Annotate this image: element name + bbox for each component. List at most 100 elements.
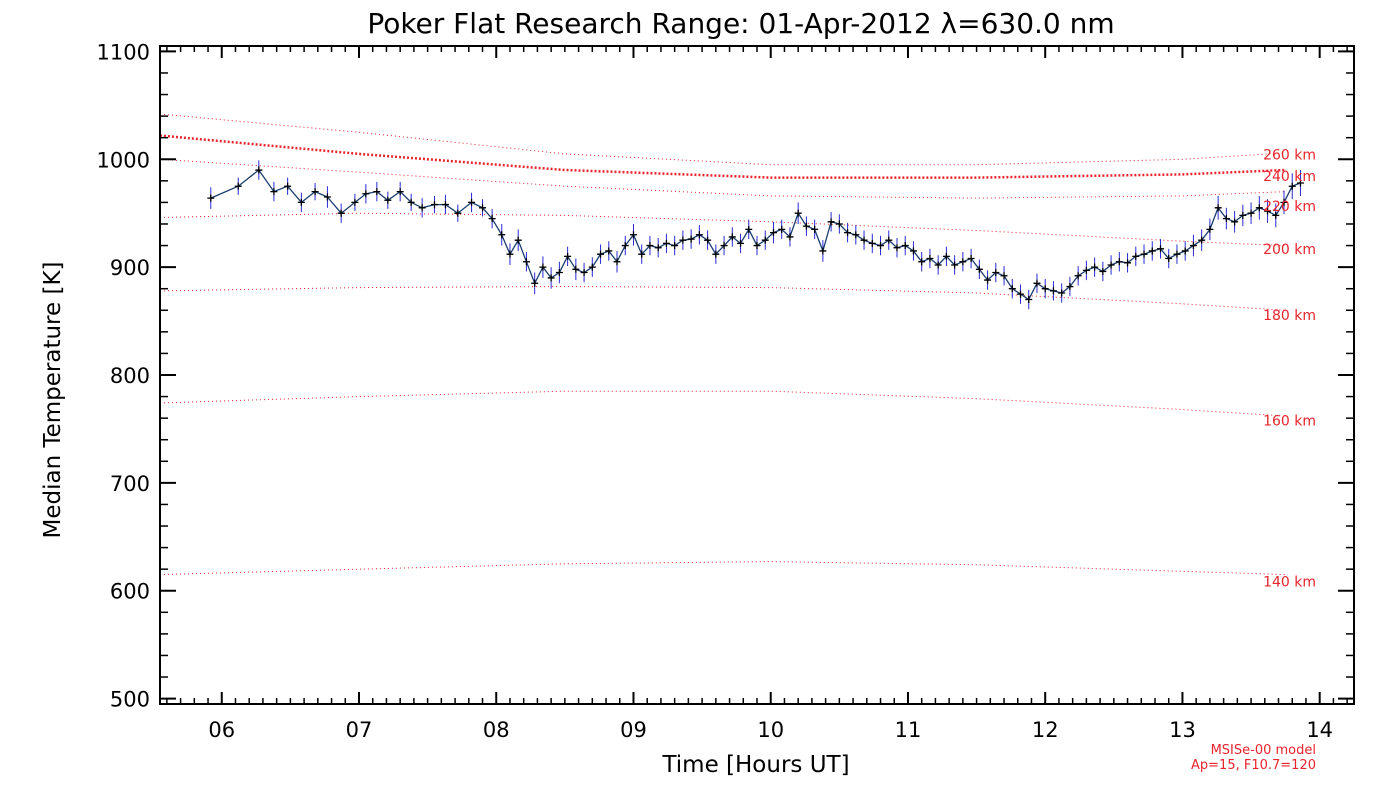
- axis-ticks: 06 07 08 09 10 11 12 13 14 500 600 700 800 900 1000 110…: [97, 40, 1354, 742]
- data-point: [835, 220, 843, 228]
- model-curve-180km: [159, 285, 1286, 311]
- x-tick-label: 12: [1032, 718, 1059, 742]
- data-point: [885, 236, 893, 244]
- data-point: [207, 194, 215, 202]
- data-point: [488, 215, 496, 223]
- data-point: [1115, 258, 1123, 266]
- data-point: [311, 188, 319, 196]
- data-point: [468, 198, 476, 206]
- data-point: [918, 258, 926, 266]
- model-label-220km: 220 km: [1263, 199, 1316, 215]
- data-point: [1107, 261, 1115, 269]
- data-point: [951, 261, 959, 269]
- data-point: [860, 236, 868, 244]
- y-tick-label: 1000: [97, 148, 150, 172]
- data-point: [1074, 272, 1082, 280]
- data-point: [564, 252, 572, 260]
- data-point: [580, 269, 588, 277]
- data-point: [621, 242, 629, 250]
- data-point: [901, 242, 909, 250]
- data-point: [975, 265, 983, 273]
- data-point: [654, 244, 662, 252]
- data-point: [1156, 245, 1164, 253]
- data-point: [1017, 290, 1024, 298]
- data-point: [441, 201, 449, 209]
- data-point: [1033, 279, 1041, 287]
- data-point: [605, 247, 613, 255]
- data-point: [687, 235, 695, 243]
- data-point: [362, 190, 370, 198]
- data-point: [629, 231, 637, 239]
- x-tick-label: 10: [757, 718, 784, 742]
- model-note-line2: Ap=15, F10.7=120: [1191, 758, 1316, 773]
- data-point: [1272, 211, 1280, 219]
- data-point: [588, 263, 596, 271]
- model-curve-200km: [159, 212, 1286, 247]
- model-label-200km: 200 km: [1263, 242, 1316, 258]
- model-note-line1: MSISe-00 model: [1211, 743, 1316, 758]
- data-point: [1132, 252, 1140, 260]
- x-tick-label: 11: [895, 718, 922, 742]
- data-point: [539, 263, 547, 271]
- x-tick-label: 14: [1306, 718, 1333, 742]
- data-point: [1099, 267, 1107, 275]
- data-point: [1222, 215, 1230, 223]
- data-point: [638, 250, 646, 258]
- data-point: [1000, 272, 1008, 280]
- data-point: [794, 209, 802, 217]
- data-point: [407, 198, 415, 206]
- data-point: [597, 250, 605, 258]
- y-tick-label: 500: [110, 688, 150, 712]
- plot-frame: [159, 45, 1355, 705]
- data-point: [351, 198, 359, 206]
- data-point: [572, 265, 580, 273]
- y-tick-label: 800: [110, 364, 150, 388]
- data-point: [522, 258, 530, 266]
- data-point: [778, 225, 786, 233]
- model-label-140km: 140 km: [1263, 574, 1316, 590]
- data-point: [745, 225, 753, 233]
- data-point: [323, 193, 331, 201]
- data-point: [1041, 285, 1049, 293]
- data-point: [1148, 247, 1156, 255]
- data-point: [761, 236, 769, 244]
- data-point: [1124, 259, 1132, 267]
- y-axis-label: Median Temperature [K]: [40, 262, 66, 539]
- data-point: [547, 274, 555, 282]
- data-point: [384, 196, 392, 204]
- data-point: [728, 233, 736, 241]
- data-point: [555, 269, 563, 277]
- data-point: [1198, 236, 1206, 244]
- data-point: [1231, 218, 1239, 226]
- data-point: [827, 218, 835, 226]
- data-point: [1049, 287, 1057, 295]
- data-point: [1066, 283, 1074, 291]
- data-point: [234, 182, 242, 190]
- data-point: [704, 236, 712, 244]
- data-point: [1181, 247, 1189, 255]
- data-point: [1173, 250, 1181, 258]
- data-point: [613, 258, 621, 266]
- data-point: [1288, 182, 1296, 190]
- data-series: [207, 160, 1304, 310]
- data-point: [418, 204, 426, 212]
- data-point: [1247, 209, 1255, 217]
- data-point: [662, 239, 670, 247]
- x-tick-label: 08: [483, 718, 510, 742]
- data-point: [284, 182, 292, 190]
- data-point: [695, 231, 703, 239]
- model-curve-160km: [159, 390, 1286, 417]
- data-point: [1082, 266, 1090, 274]
- y-tick-label: 1100: [97, 40, 150, 64]
- data-point: [1025, 295, 1033, 303]
- data-point: [802, 222, 810, 230]
- data-point: [1189, 242, 1197, 250]
- x-tick-label: 09: [620, 718, 647, 742]
- data-point: [270, 188, 278, 196]
- data-point: [753, 242, 761, 250]
- model-curve-220km: [159, 158, 1286, 199]
- data-point: [498, 231, 506, 239]
- data-point: [720, 242, 728, 250]
- data-point: [1280, 198, 1288, 206]
